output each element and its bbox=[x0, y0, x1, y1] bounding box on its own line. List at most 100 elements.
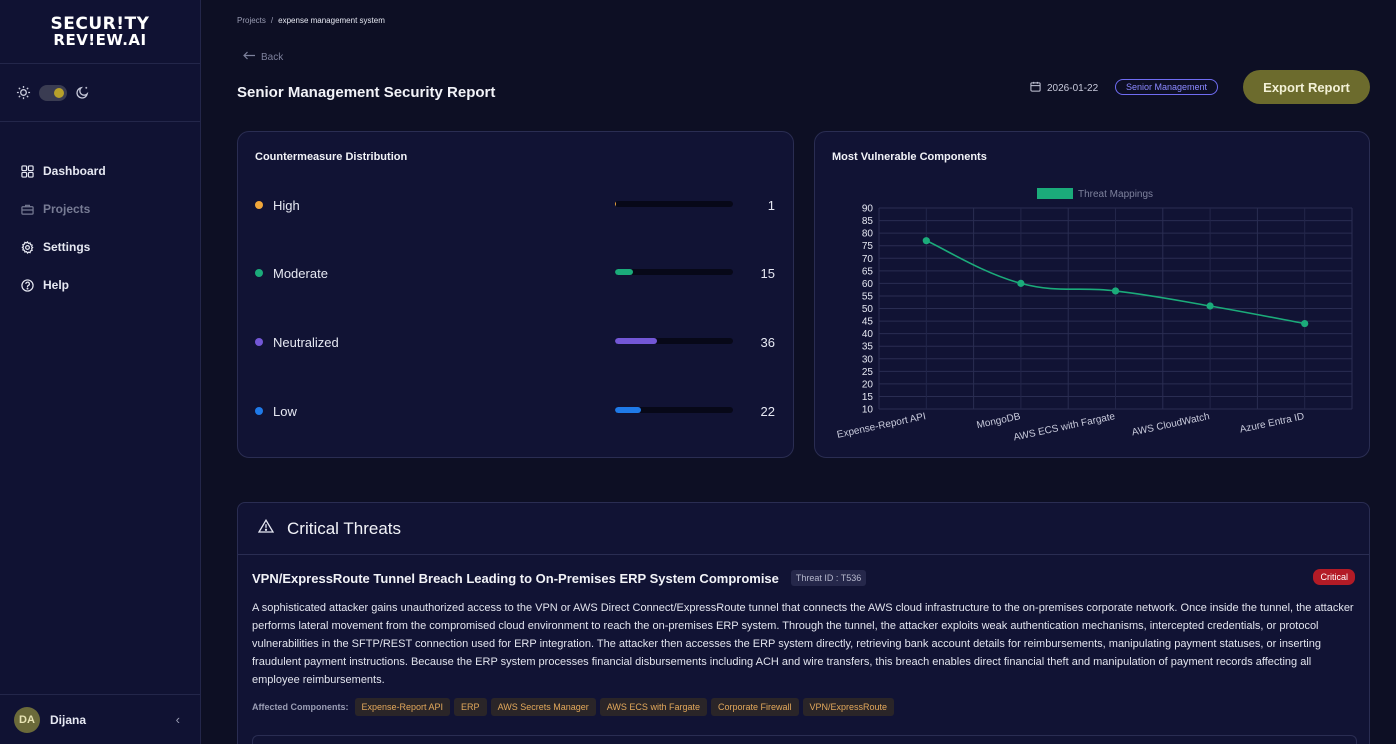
chart-title: Most Vulnerable Components bbox=[832, 151, 987, 163]
data-point bbox=[1017, 279, 1025, 287]
distribution-bar-fill bbox=[615, 201, 617, 207]
page-title: Senior Management Security Report bbox=[237, 84, 496, 101]
distribution-row-neutralized: Neutralized 36 bbox=[255, 332, 775, 352]
moon-icon[interactable] bbox=[75, 85, 90, 100]
brand-logo-line1: SECUR!TY bbox=[50, 13, 150, 34]
y-tick-label: 65 bbox=[862, 266, 874, 277]
avatar: DA bbox=[14, 706, 40, 733]
distribution-row-low: Low 22 bbox=[255, 401, 775, 421]
y-tick-label: 70 bbox=[862, 254, 874, 265]
y-tick-label: 60 bbox=[862, 279, 874, 290]
low-dot bbox=[255, 407, 263, 415]
affected-components: Affected Components: Expense-Report API … bbox=[252, 698, 895, 716]
threat-details-box bbox=[252, 735, 1357, 744]
y-tick-label: 90 bbox=[862, 204, 874, 215]
distribution-bar-track bbox=[615, 269, 733, 275]
back-button[interactable]: Back bbox=[243, 51, 283, 63]
y-tick-label: 75 bbox=[862, 241, 874, 252]
distribution-bar-fill bbox=[615, 338, 658, 344]
sidebar-item-dashboard[interactable]: Dashboard bbox=[0, 152, 200, 190]
component-tag: AWS Secrets Manager bbox=[490, 698, 596, 716]
y-tick-label: 35 bbox=[862, 342, 874, 353]
threat-description: A sophisticated attacker gains unauthori… bbox=[252, 602, 1354, 686]
calendar-icon bbox=[1030, 81, 1041, 95]
y-tick-label: 30 bbox=[862, 354, 874, 365]
severity-badge: Critical bbox=[1313, 569, 1355, 585]
distribution-bar-track bbox=[615, 338, 733, 344]
sidebar-item-settings[interactable]: Settings bbox=[0, 228, 200, 266]
sun-icon[interactable] bbox=[16, 85, 31, 100]
y-tick-label: 20 bbox=[862, 379, 874, 390]
breadcrumb: Projects / expense management system bbox=[237, 16, 385, 25]
report-date-value: 2026-01-22 bbox=[1047, 82, 1099, 94]
x-tick-label: AWS CloudWatch bbox=[1131, 411, 1211, 438]
briefcase-icon bbox=[21, 203, 34, 216]
vulnerable-components-card: Most Vulnerable Components 10 15 20 25 30 35 4… bbox=[814, 131, 1370, 458]
sidebar-item-label: Projects bbox=[43, 202, 91, 216]
sidebar-nav: Dashboard Projects Settings Help bbox=[0, 122, 200, 304]
critical-threats-section: Critical Threats VPN/ExpressRoute Tunnel… bbox=[237, 502, 1370, 744]
report-date: 2026-01-22 bbox=[1030, 81, 1098, 95]
help-icon bbox=[21, 278, 34, 292]
sidebar-item-label: Help bbox=[43, 278, 70, 292]
distribution-label: Moderate bbox=[273, 265, 328, 281]
y-tick-label: 45 bbox=[862, 317, 874, 328]
y-tick-label: 85 bbox=[862, 216, 874, 227]
data-point bbox=[1111, 287, 1120, 295]
distribution-bar-track bbox=[615, 201, 733, 207]
back-label: Back bbox=[261, 51, 284, 63]
distribution-value: 22 bbox=[760, 403, 775, 419]
y-tick-label: 10 bbox=[862, 405, 874, 416]
line-chart: 1015202530354045505560657075808590Expens… bbox=[836, 188, 1353, 443]
sidebar-item-projects[interactable]: Projects bbox=[0, 190, 200, 228]
distribution-row-high: High 1 bbox=[255, 195, 775, 215]
sidebar-item-help[interactable]: Help bbox=[0, 266, 200, 304]
user-profile[interactable]: DA Dijana ‹ bbox=[0, 694, 200, 744]
distribution-value: 15 bbox=[760, 265, 775, 281]
export-report-button[interactable]: Export Report bbox=[1243, 70, 1370, 104]
distribution-label: Low bbox=[273, 403, 297, 419]
distribution-value: 1 bbox=[767, 197, 775, 213]
distribution-bar-fill bbox=[615, 407, 641, 413]
threat-title[interactable]: VPN/ExpressRoute Tunnel Breach Leading t… bbox=[252, 570, 779, 586]
countermeasure-distribution-card: Countermeasure Distribution High 1 Moder… bbox=[237, 131, 794, 458]
x-tick-label: AWS ECS with Fargate bbox=[1013, 411, 1117, 443]
threat-title-row: VPN/ExpressRoute Tunnel Breach Leading t… bbox=[252, 570, 867, 586]
collapse-sidebar-icon[interactable]: ‹ bbox=[175, 712, 180, 727]
arrow-left-icon bbox=[243, 51, 256, 63]
data-point bbox=[1301, 319, 1309, 328]
warning-triangle-icon bbox=[257, 518, 275, 538]
distribution-label: High bbox=[273, 197, 300, 213]
affected-components-label: Affected Components: bbox=[252, 702, 349, 712]
data-point bbox=[922, 237, 930, 245]
legend-label: Threat Mappings bbox=[1078, 189, 1153, 200]
component-tag: VPN/ExpressRoute bbox=[802, 698, 895, 716]
card-title: Countermeasure Distribution bbox=[255, 151, 408, 163]
audience-badge: Senior Management bbox=[1115, 79, 1219, 95]
brand-logo[interactable]: SECUR!TY REV!EW.AI bbox=[0, 0, 200, 64]
neutralized-dot bbox=[255, 338, 263, 346]
distribution-label: Neutralized bbox=[273, 334, 339, 350]
distribution-value: 36 bbox=[760, 334, 775, 350]
breadcrumb-separator: / bbox=[270, 16, 274, 25]
user-name: Dijana bbox=[50, 712, 87, 727]
sidebar: SECUR!TY REV!EW.AI Dashboard bbox=[0, 0, 201, 744]
distribution-bar-fill bbox=[615, 269, 633, 275]
theme-switcher bbox=[0, 64, 200, 122]
high-dot bbox=[255, 201, 263, 209]
x-tick-label: Expense-Report API bbox=[836, 411, 927, 441]
y-tick-label: 25 bbox=[862, 367, 874, 378]
component-tag: ERP bbox=[454, 698, 487, 716]
gear-icon bbox=[21, 240, 34, 254]
y-tick-label: 80 bbox=[862, 229, 874, 240]
theme-toggle[interactable] bbox=[39, 84, 67, 101]
moderate-dot bbox=[255, 269, 263, 277]
sidebar-item-label: Dashboard bbox=[43, 164, 106, 178]
breadcrumb-root[interactable]: Projects bbox=[237, 16, 266, 25]
y-tick-label: 55 bbox=[862, 291, 874, 302]
component-tag: AWS ECS with Fargate bbox=[599, 698, 707, 716]
threat-id-badge: Threat ID : T536 bbox=[790, 570, 867, 586]
critical-threats-header: Critical Threats bbox=[238, 503, 1369, 555]
x-tick-label: Azure Entra ID bbox=[1239, 411, 1305, 435]
legend-swatch bbox=[1037, 188, 1073, 199]
